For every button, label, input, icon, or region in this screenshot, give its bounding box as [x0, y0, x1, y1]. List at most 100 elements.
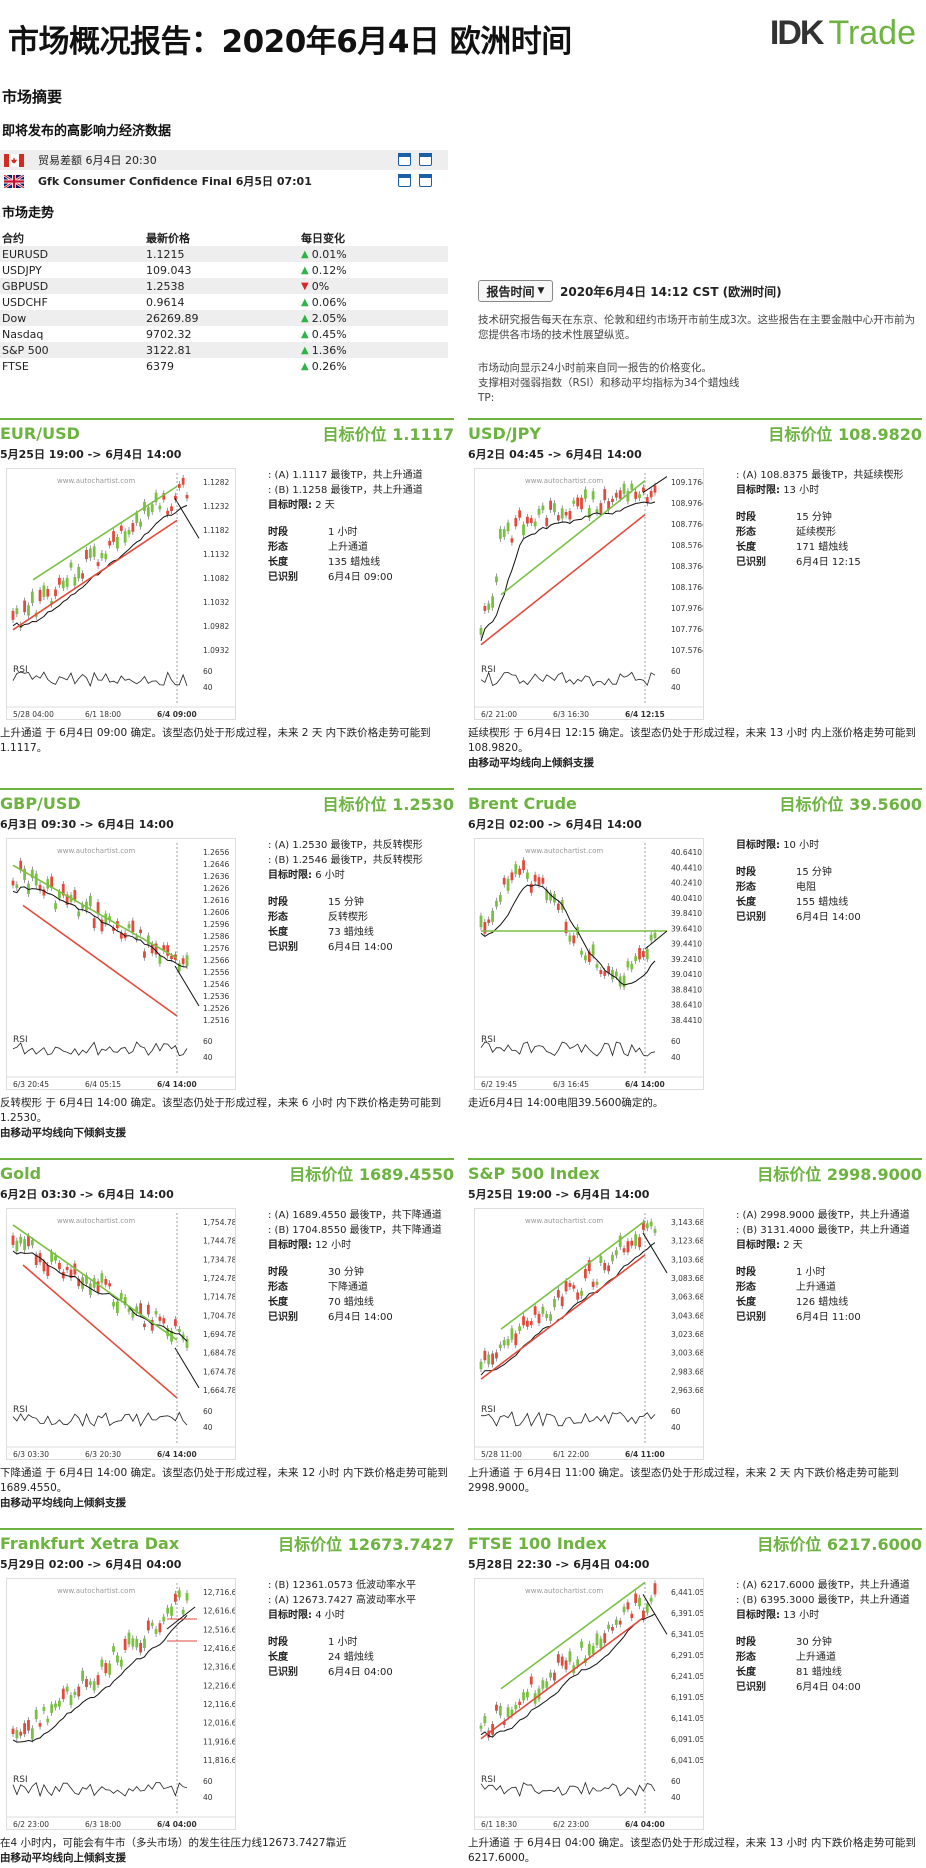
length-value: 171 蜡烛线: [796, 542, 849, 553]
instrument-name[interactable]: USD/JPY: [468, 423, 541, 443]
period-label: 时段: [268, 1267, 288, 1278]
moving-average-line: [480, 884, 656, 986]
candle: [146, 1620, 150, 1631]
y-tick-label: 1.1182: [203, 526, 229, 535]
candle: [185, 1593, 189, 1601]
candle: [537, 1688, 541, 1700]
price-chart[interactable]: RSI 6,441.0594 6,391.0594 6,341.0594 6,291.0…: [474, 1578, 704, 1830]
price-chart[interactable]: RSI 1.1282 1.1232 1.1182 1.1132 1.1082 1.1032 1…: [6, 468, 236, 720]
length-value: 126 蜡烛线: [796, 1297, 849, 1308]
watermark-text: www.autochartist.com: [57, 1217, 135, 1225]
candle: [545, 1681, 549, 1688]
instrument-name[interactable]: GBP/USD: [0, 793, 81, 813]
candle: [603, 489, 607, 501]
candle: [38, 1723, 42, 1727]
pattern-value: 反转楔形: [328, 912, 368, 923]
candle: [638, 494, 641, 499]
contract-name: FTSE: [2, 359, 29, 373]
candle: [634, 1234, 638, 1246]
y-tick-label: 108.9764: [671, 499, 704, 508]
pattern-table: 时段 1 小时 形态 上升通道 长度 126 蜡烛线 已识别 6月4日 11:00: [736, 1265, 861, 1325]
candle: [498, 1344, 502, 1349]
rsi-line: [480, 1041, 656, 1057]
candle: [522, 524, 525, 536]
change-value: 0.45%: [311, 327, 347, 341]
x-tick-label: 6/4 04:00: [625, 1820, 665, 1829]
candle: [61, 883, 65, 896]
candle: [127, 1308, 131, 1312]
y-tick-label: 39.2410: [671, 955, 702, 964]
candle: [158, 955, 162, 964]
chart-canvas: RSI 6,441.0594 6,391.0594 6,341.0594 6,291.0…: [475, 1580, 704, 1829]
candle: [487, 1354, 491, 1365]
rsi-tick-label: 60: [203, 1777, 213, 1786]
target-level: : (B) 6395.3000 最後TP，共上升通道: [736, 1595, 910, 1606]
candle: [177, 483, 181, 488]
candle: [158, 505, 162, 510]
instrument-name[interactable]: Gold: [0, 1163, 42, 1183]
candle: [104, 1279, 108, 1285]
instrument-name[interactable]: Brent Crude: [468, 793, 577, 813]
candle: [580, 950, 583, 955]
x-tick-label: 6/1 22:00: [553, 1450, 589, 1459]
forecast-arrow: [642, 1594, 668, 1635]
pattern-table: 时段 1 小时 形态 上升通道 长度 135 蜡烛线 已识别 6月4日 09:00: [268, 525, 393, 585]
target-horizon-label: 目标时限:: [268, 1610, 312, 1621]
y-tick-label: 6,041.0594: [671, 1756, 704, 1765]
instrument-name[interactable]: S&P 500 Index: [468, 1163, 600, 1183]
y-tick-label: 1.2636: [203, 872, 229, 881]
time-range: 5月28日 22:30 -> 6月4日 04:00: [468, 1558, 650, 1571]
candle: [545, 1313, 549, 1318]
chart-canvas: RSI 3,143.6821 3,123.6821 3,103.6821 3,083.6…: [475, 1213, 703, 1459]
candle: [81, 573, 84, 579]
price-chart[interactable]: RSI 109.1764 108.9764 108.7764 108.5764 108.3…: [474, 468, 704, 720]
candle: [92, 1278, 96, 1288]
candle: [599, 970, 603, 975]
candle: [502, 877, 506, 885]
contract-name: EURUSD: [2, 247, 49, 261]
candle: [576, 497, 580, 507]
period-value: 30 分钟: [328, 1267, 364, 1278]
price-chart[interactable]: RSI 1.2656 1.2646 1.2636 1.2626 1.2616 1.2606 1…: [6, 838, 236, 1090]
pattern-value: 延续楔形: [796, 527, 836, 538]
candle: [491, 596, 494, 608]
candle: [96, 562, 100, 567]
candle: [166, 1607, 170, 1614]
summary-support: 由移动平均线向下倾斜支援: [0, 1127, 126, 1139]
candle: [116, 537, 119, 549]
candle: [599, 1256, 603, 1263]
add-calendar-icon[interactable]: [419, 153, 432, 166]
identified-value: 6月4日 14:00: [796, 912, 861, 923]
summary-text: 延续楔形 于 6月4日 12:15 确定。该型态仍处于形成过程，未来 13 小时…: [468, 727, 916, 754]
price-chart[interactable]: RSI 3,143.6821 3,123.6821 3,103.6821 3,083.6…: [474, 1208, 704, 1460]
pattern-info: : (A) 1.2530 最後TP，共反转楔形: (B) 1.2546 最後TP…: [268, 838, 458, 955]
y-tick-label: 1.2556: [203, 968, 229, 977]
table-row: FTSE 6379 ▲ 0.26%: [0, 358, 448, 374]
add-calendar-icon[interactable]: [419, 174, 432, 187]
calendar-icon[interactable]: [398, 174, 411, 187]
pattern-lower-line: [22, 904, 178, 1017]
candle: [154, 1311, 158, 1315]
candle: [580, 1641, 583, 1648]
calendar-icon[interactable]: [398, 153, 411, 166]
candle: [131, 523, 135, 532]
candle: [483, 605, 487, 611]
candle: [564, 1281, 568, 1292]
price-chart[interactable]: RSI 1,754.7845 1,744.7845 1,734.7845 1,724.7…: [6, 1208, 236, 1460]
price-chart[interactable]: RSI 12,716.6468 12,616.6468 12,516.6468 12,4…: [6, 1578, 236, 1830]
candle: [626, 1602, 630, 1610]
instrument-name[interactable]: FTSE 100 Index: [468, 1533, 607, 1553]
instrument-name[interactable]: EUR/USD: [0, 423, 80, 443]
instrument-name[interactable]: Frankfurt Xetra Dax: [0, 1533, 180, 1553]
report-time-dropdown[interactable]: 报告时间 ▼: [478, 280, 553, 302]
pattern-label: 形态: [268, 542, 288, 553]
candle: [42, 1261, 46, 1272]
pattern-table: 时段 15 分钟 形态 电阻 长度 155 蜡烛线 已识别 6月4日 14:00: [736, 865, 861, 925]
candle: [30, 1240, 34, 1246]
pattern-value: 电阻: [796, 882, 816, 893]
price-chart[interactable]: RSI 40.6410 40.4410 40.2410 40.0410 39.8410 39…: [474, 838, 704, 1090]
pattern-upper-line: [12, 1224, 178, 1341]
candle: [514, 518, 518, 527]
length-label: 长度: [268, 1652, 288, 1663]
uk-flag-icon: [3, 173, 25, 189]
